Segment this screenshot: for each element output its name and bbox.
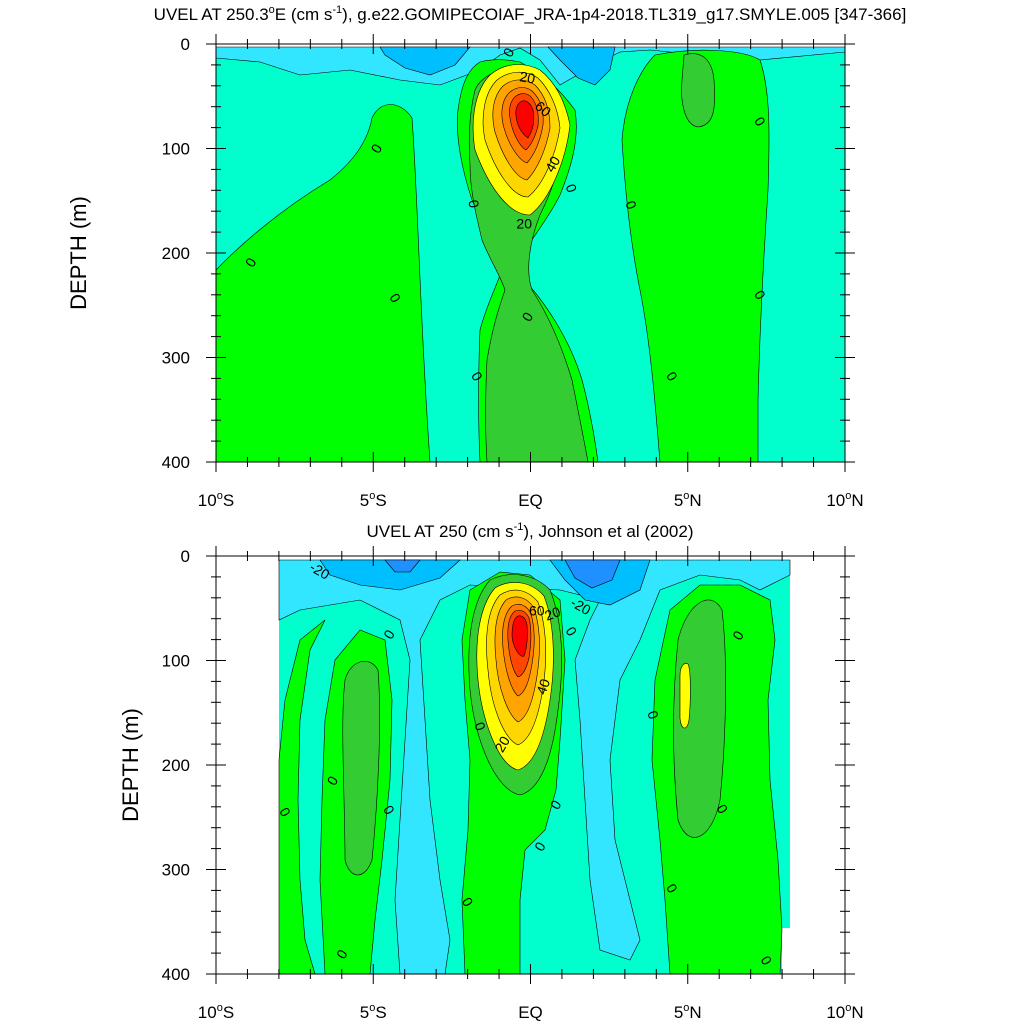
contour-label: 40 [542, 153, 564, 175]
y-axis-label: DEPTH (m) [66, 196, 91, 310]
y-tick-label: 300 [162, 861, 190, 880]
fill-level-10-20 [216, 104, 431, 462]
y-tick-label: 400 [162, 965, 190, 984]
fill-level-neg30-neg20 [564, 559, 621, 589]
y-tick-label: 300 [162, 349, 190, 368]
y-tick-label: 0 [181, 547, 190, 566]
fill-level-10-20 [621, 49, 770, 462]
y-tick-label: 400 [162, 453, 190, 472]
fill-level-80-90 [511, 615, 528, 657]
x-tick-label: 10oS [198, 490, 234, 510]
fill-level-neg20-neg10 [319, 559, 461, 591]
panel-title: UVEL AT 250.3oE (cm s-1), g.e22.GOMIPECO… [154, 4, 907, 24]
contour-fill [278, 559, 791, 974]
y-axis-label: DEPTH (m) [118, 708, 143, 822]
x-tick-label: 5oN [674, 1002, 702, 1022]
x-tick-label: 10oN [826, 490, 863, 510]
x-tick-label: EQ [518, 1003, 543, 1022]
fill-level-neg10-0 [278, 559, 791, 974]
x-tick-label: 5oS [360, 490, 387, 510]
contour-label: 20 [516, 216, 532, 232]
fill-level-20-30 [673, 599, 726, 838]
contour-label: 20 [518, 68, 536, 86]
y-tick-label: 0 [181, 35, 190, 54]
panel-title: UVEL AT 250 (cm s-1), Johnson et al (200… [367, 521, 694, 541]
contour-fill [216, 46, 845, 462]
panel-observations: UVEL AT 250 (cm s-1), Johnson et al (200… [118, 521, 864, 1022]
x-tick-label: 10oN [826, 1002, 863, 1022]
missing-data [782, 928, 790, 974]
contour-label: 60 [529, 602, 545, 618]
fill-level-neg20-neg10 [547, 46, 616, 86]
contour-label: 20 [542, 603, 562, 623]
x-tick-label: 10oS [198, 1002, 234, 1022]
contour-label: 0 [465, 199, 482, 210]
x-tick-label: 5oN [674, 490, 702, 510]
x-tick-label: 5oS [360, 1002, 387, 1022]
y-tick-label: 200 [162, 244, 190, 263]
axis-ticks: 0 100 200 300 400 10oS 5oS EQ 5oN 10oN [162, 546, 864, 1022]
fill-level-30-40 [679, 663, 691, 729]
fill-level-20-30 [681, 53, 715, 128]
y-tick-label: 100 [162, 140, 190, 159]
fill-level-80-90 [515, 100, 535, 139]
contour-label: 20 [491, 733, 513, 755]
panel-model: UVEL AT 250.3oE (cm s-1), g.e22.GOMIPECO… [66, 4, 906, 510]
y-tick-label: 100 [162, 652, 190, 671]
fill-level-neg20-neg10 [379, 46, 471, 76]
fill-level-10-20 [278, 619, 326, 974]
x-tick-label: EQ [518, 491, 543, 510]
fill-level-neg30-neg20 [384, 559, 421, 573]
contour-label: 40 [533, 676, 553, 696]
fill-level-20-30 [342, 661, 380, 876]
y-tick-label: 200 [162, 756, 190, 775]
